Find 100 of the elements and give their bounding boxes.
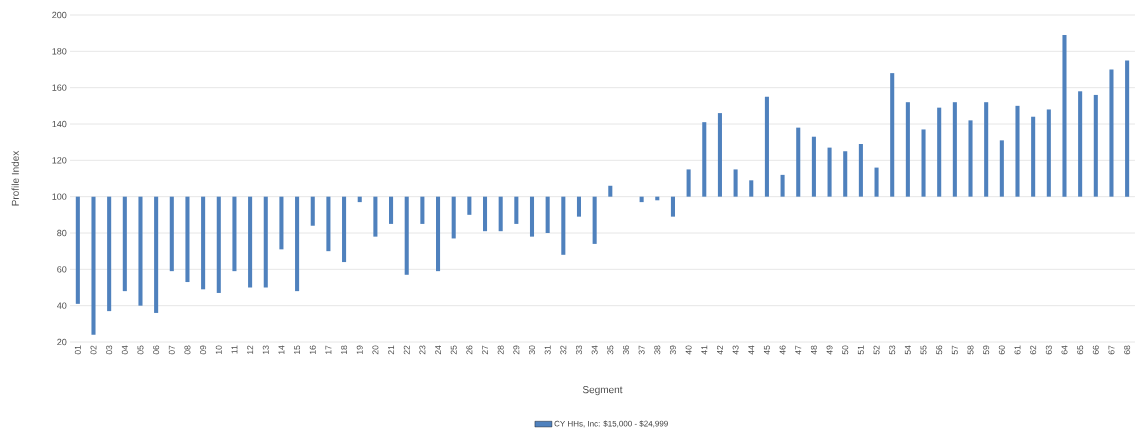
- bar: [1015, 105, 1020, 197]
- x-tick-label: 57: [951, 345, 958, 355]
- x-tick-label: 04: [121, 345, 128, 355]
- x-tick-label: 05: [137, 345, 144, 355]
- bar: [1093, 94, 1098, 197]
- bar: [122, 196, 127, 292]
- bar: [937, 107, 942, 197]
- bar: [670, 196, 675, 217]
- bar: [138, 196, 143, 306]
- bar: [529, 196, 535, 237]
- y-tick-label: 20: [57, 338, 67, 346]
- x-tick-label: 25: [450, 345, 457, 355]
- x-tick-label: 62: [1030, 345, 1037, 355]
- bar: [608, 185, 613, 197]
- x-tick-label: 42: [716, 345, 723, 355]
- bar: [467, 196, 472, 215]
- bar: [686, 169, 691, 197]
- y-tick-label: 80: [57, 229, 67, 237]
- bar: [357, 196, 362, 203]
- bar: [952, 102, 957, 197]
- bar: [874, 167, 879, 197]
- x-tick-label: 17: [325, 345, 332, 355]
- x-tick-label: 22: [403, 345, 410, 355]
- x-tick-label: 55: [920, 345, 927, 355]
- x-tick-label: 41: [701, 345, 708, 355]
- bar: [295, 196, 300, 292]
- x-tick-label: 53: [889, 345, 896, 355]
- x-tick-label: 44: [748, 345, 755, 355]
- x-tick-label: 66: [1092, 345, 1099, 355]
- bar: [216, 196, 221, 293]
- x-tick-label: 35: [607, 345, 614, 355]
- x-tick-label: 21: [388, 345, 395, 355]
- bar: [702, 122, 707, 197]
- x-tick-label: 40: [685, 345, 692, 355]
- bar: [999, 140, 1004, 197]
- x-tick-label: 67: [1108, 345, 1115, 355]
- x-tick-label: 01: [74, 345, 81, 355]
- x-tick-label: 63: [1045, 345, 1052, 355]
- x-tick-label: 20: [372, 345, 379, 355]
- bar: [984, 102, 989, 197]
- x-tick-label: 28: [497, 345, 504, 355]
- x-tick-label: 19: [356, 345, 363, 355]
- x-tick-label: 07: [168, 345, 175, 355]
- x-tick-label: 54: [904, 345, 911, 355]
- bar: [326, 196, 331, 252]
- bar: [389, 196, 394, 224]
- bar: [717, 113, 722, 197]
- bar: [91, 196, 96, 335]
- bar: [733, 169, 738, 197]
- bar: [1078, 91, 1083, 197]
- bar: [1125, 60, 1130, 197]
- bar: [1109, 69, 1114, 197]
- x-tick-label: 47: [795, 345, 802, 355]
- y-tick-label: 160: [52, 84, 67, 91]
- x-tick-label: 11: [231, 345, 238, 354]
- x-tick-label: 38: [654, 345, 661, 355]
- bar: [827, 147, 832, 197]
- x-tick-label: 61: [1014, 345, 1021, 355]
- bar: [201, 196, 206, 290]
- x-tick-label: 16: [309, 345, 316, 355]
- bar: [639, 196, 644, 203]
- x-tick-label: 32: [560, 345, 567, 355]
- x-tick-label: 24: [435, 345, 441, 355]
- x-tick-label: 12: [247, 345, 254, 355]
- x-tick-label: 49: [826, 345, 833, 355]
- x-tick-label: 15: [294, 345, 301, 355]
- x-tick-label: 43: [732, 345, 739, 355]
- bar: [968, 120, 973, 197]
- x-tick-label: 36: [622, 345, 629, 355]
- bar: [561, 196, 566, 255]
- bar: [169, 196, 174, 272]
- y-tick-label: 180: [52, 48, 67, 55]
- bar: [1046, 109, 1051, 197]
- bar: [1062, 34, 1067, 197]
- bar: [514, 196, 519, 224]
- x-tick-label: 10: [215, 345, 222, 355]
- x-tick-label: 02: [90, 345, 97, 355]
- bar: [248, 196, 253, 288]
- bar: [436, 196, 441, 272]
- y-tick-label: 140: [52, 120, 67, 128]
- x-tick-label: 34: [591, 345, 598, 355]
- x-tick-label: 30: [528, 345, 536, 355]
- x-tick-label: 65: [1077, 345, 1084, 355]
- x-tick-label: 03: [106, 345, 113, 355]
- x-tick-label: 08: [184, 345, 191, 355]
- x-tick-label: 27: [482, 345, 488, 355]
- bar: [749, 180, 754, 197]
- y-tick-label: 60: [57, 266, 67, 273]
- bar: [498, 196, 503, 232]
- y-tick-label: 40: [56, 302, 67, 309]
- x-tick-label: 59: [983, 345, 990, 355]
- bar: [279, 196, 284, 250]
- bar: [796, 127, 801, 197]
- bar: [420, 196, 425, 224]
- y-axis-title: Profile Index: [11, 150, 19, 206]
- x-tick-label: 33: [575, 345, 582, 355]
- bar: [858, 143, 863, 197]
- bar: [342, 196, 347, 263]
- x-tick-label: 18: [341, 345, 348, 355]
- bar: [373, 196, 378, 237]
